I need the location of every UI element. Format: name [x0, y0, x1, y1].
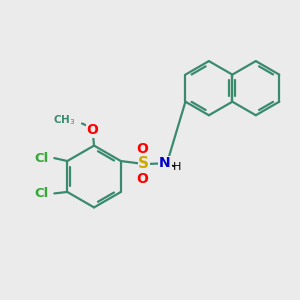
Text: O: O	[136, 172, 148, 186]
Text: S: S	[138, 157, 149, 172]
Text: H: H	[173, 162, 182, 172]
Text: N: N	[159, 156, 171, 170]
Text: Cl: Cl	[35, 187, 49, 200]
Text: Cl: Cl	[35, 152, 49, 165]
Text: O: O	[136, 142, 148, 156]
Text: O: O	[87, 123, 98, 137]
Text: CH$_3$: CH$_3$	[53, 114, 76, 128]
